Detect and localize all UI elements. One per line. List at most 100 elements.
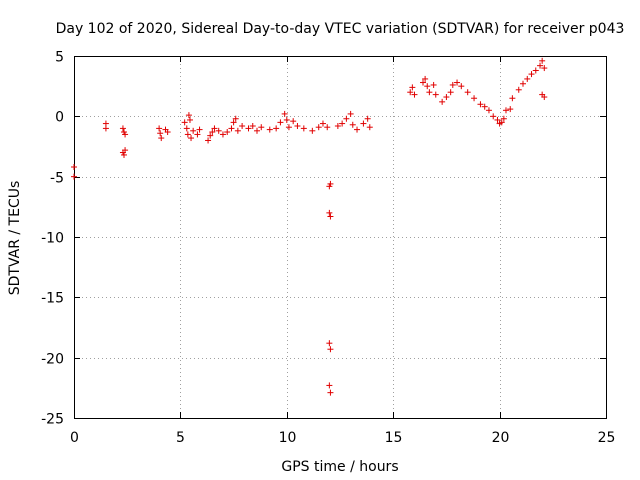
data-point [498,119,505,126]
data-point [232,115,239,122]
data-point [327,180,334,187]
x-tick-label: 20 [492,430,510,446]
data-point [541,65,548,72]
data-point [122,147,129,154]
y-tick-label: -15 [41,291,64,307]
data-point [294,122,301,129]
data-point [234,127,241,134]
data-point [309,127,316,134]
data-point [424,83,431,90]
data-point [539,57,546,64]
y-tick-label: -25 [41,412,64,428]
data-point [285,124,292,131]
data-point [326,209,333,216]
data-point [119,125,126,132]
data-point [430,81,437,88]
data-point [509,95,516,102]
data-point [122,131,129,138]
data-point [158,135,165,142]
grid [74,56,606,418]
chart-title: Day 102 of 2020, Sidereal Day-to-day VTE… [56,21,625,37]
data-point [366,124,373,131]
data-point [71,173,77,180]
x-tick-label: 0 [70,430,79,446]
data-point [326,340,333,347]
data-point [157,130,164,137]
data-point [528,71,535,78]
data-point [515,86,522,93]
data-point [507,106,514,113]
data-point [477,101,484,108]
data-point [215,127,222,134]
data-point [432,91,439,98]
data-point [364,115,371,122]
data-point [426,89,433,96]
data-point [464,89,471,96]
data-point [281,110,288,117]
data-point [258,124,265,131]
data-point [71,164,77,171]
data-point [354,126,361,133]
data-point [254,127,261,134]
data-point [449,81,456,88]
data-point [447,89,454,96]
data-point [249,122,256,129]
data-point [300,125,307,132]
x-tick-label: 15 [385,430,403,446]
data-point [196,126,203,133]
axis-ticks: 0 5 10 15 20 25 5 0 -5 -10 -15 -20 -25 [41,50,615,447]
data-point [419,79,426,86]
data-point [230,119,237,126]
data-point [219,131,226,138]
data-point [273,125,280,132]
data-point [360,120,367,127]
y-tick-label: -20 [41,352,64,368]
x-axis-label: GPS time / hours [281,459,398,475]
data-point [532,67,539,74]
data-point [164,129,171,136]
data-point [347,110,354,117]
data-point [290,118,297,125]
data-point [207,132,214,139]
data-point [277,119,284,126]
data-point [524,75,531,82]
data-point [319,120,326,127]
y-axis-label: SDTVAR / TECUs [7,181,23,296]
data-point [211,125,218,132]
plot-frame [74,56,607,419]
data-point [266,126,273,133]
data-point [443,94,450,101]
data-point [183,125,190,132]
data-point [409,84,416,91]
data-point [490,113,497,120]
data-point [422,75,429,82]
data-point [334,122,341,129]
data-point [209,129,216,136]
y-tick-label: 5 [55,50,64,66]
data-point [500,115,507,122]
data-point [245,125,252,132]
data-point [520,80,527,87]
data-point [481,103,488,110]
data-point [349,121,356,128]
data-point [315,124,322,131]
data-point [181,119,188,126]
data-point [283,116,290,123]
data-point [458,83,465,90]
data-point [185,112,192,119]
data-point [327,346,334,353]
data-point [324,124,331,131]
data-point [327,213,334,220]
x-tick-label: 25 [598,430,616,446]
data-points [71,57,548,396]
y-tick-label: -10 [41,231,64,247]
data-point [184,131,191,138]
data-point [411,91,418,98]
data-point [407,89,414,96]
data-point [485,107,492,114]
data-point [186,116,193,123]
data-point [205,137,212,144]
data-point [228,125,235,132]
x-tick-label: 10 [279,430,297,446]
data-point [494,116,501,123]
